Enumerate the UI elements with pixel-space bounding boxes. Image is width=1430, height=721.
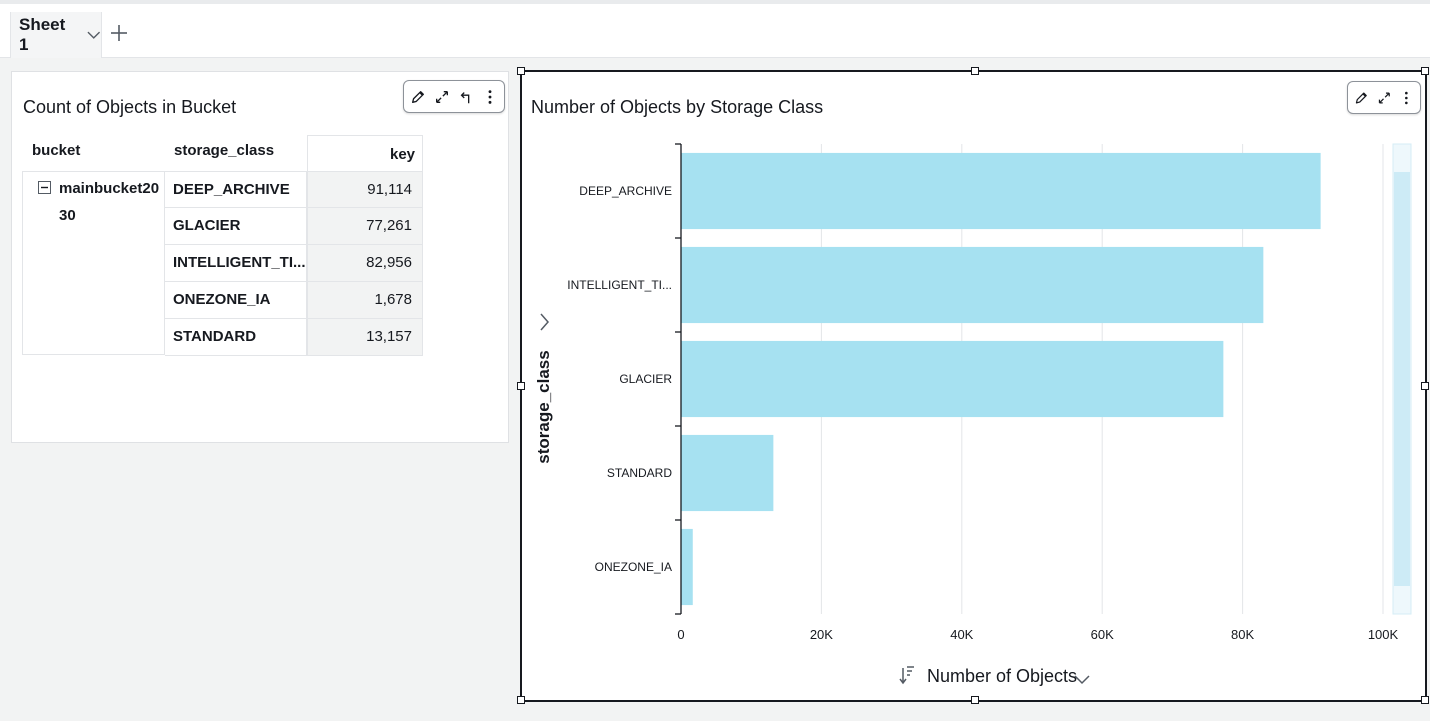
- key-value-text: 77,261: [366, 217, 412, 234]
- drill-up-icon[interactable]: [458, 88, 474, 106]
- table-cell-storage-class[interactable]: STANDARD: [165, 319, 307, 356]
- table-cell-key[interactable]: 82,956: [307, 245, 423, 282]
- y-axis-label[interactable]: storage_class: [534, 350, 553, 463]
- bucket-cell: [22, 171, 165, 355]
- key-value-text: 1,678: [374, 291, 412, 308]
- expand-icon[interactable]: [434, 88, 450, 106]
- key-value-text: 91,114: [367, 181, 412, 198]
- bar: [681, 152, 1321, 230]
- chevron-down-icon[interactable]: [1074, 675, 1090, 685]
- table-cell-key[interactable]: 1,678: [307, 282, 423, 319]
- resize-handle-br[interactable]: [1421, 696, 1429, 704]
- resize-handle-tr[interactable]: [1421, 67, 1429, 75]
- pivot-table: bucket storage_class key mainbucket20 30…: [12, 72, 508, 442]
- x-tick-label: 40K: [950, 627, 973, 642]
- column-header-storage-class[interactable]: storage_class: [174, 142, 275, 159]
- x-axis-label[interactable]: Number of Objects: [927, 666, 1077, 686]
- bar-chart-visual[interactable]: Number of Objects by Storage Class 0 20K 4…: [517, 67, 1429, 704]
- top-border: [0, 0, 1430, 4]
- table-visual[interactable]: Count of Objects in Bucket bucket storag…: [11, 71, 509, 443]
- chevron-down-icon[interactable]: [86, 27, 101, 43]
- x-tick-label: 100K: [1368, 627, 1399, 642]
- resize-handle-bl[interactable]: [517, 696, 525, 704]
- table-cell-key[interactable]: 77,261: [307, 208, 423, 245]
- visual-toolbar: [403, 80, 505, 113]
- edit-pencil-icon[interactable]: [410, 88, 426, 106]
- y-tick-label: ONEZONE_IA: [595, 560, 672, 574]
- column-header-bucket[interactable]: bucket: [32, 142, 81, 159]
- key-value-text: 13,157: [366, 328, 412, 345]
- y-tick-label: GLACIER: [619, 372, 672, 386]
- x-tick-label: 0: [677, 627, 684, 642]
- table-cell-key[interactable]: 13,157: [307, 319, 423, 356]
- table-cell-key[interactable]: 91,114: [307, 171, 423, 208]
- table-cell-storage-class[interactable]: GLACIER: [165, 208, 307, 245]
- y-tick-label: DEEP_ARCHIVE: [579, 184, 672, 198]
- resize-handle-tl[interactable]: [517, 67, 525, 75]
- table-cell-storage-class[interactable]: ONEZONE_IA: [165, 282, 307, 319]
- x-tick-label: 80K: [1231, 627, 1254, 642]
- x-tick-label: 20K: [810, 627, 833, 642]
- storage-class-text: STANDARD: [173, 328, 257, 345]
- key-header-cell: [307, 135, 423, 172]
- sort-descending-icon[interactable]: [899, 666, 914, 685]
- add-sheet-icon[interactable]: [108, 22, 130, 44]
- visual-toolbar: [1347, 81, 1421, 114]
- chart-scrollbar[interactable]: [1392, 143, 1412, 615]
- bar: [681, 340, 1224, 418]
- resize-handle-ml[interactable]: [517, 382, 525, 390]
- expand-icon[interactable]: [1377, 89, 1392, 107]
- table-cell-storage-class[interactable]: INTELLIGENT_TI...: [165, 245, 307, 282]
- tab-sheet-1[interactable]: Sheet 1: [10, 12, 102, 58]
- bar-layer: [681, 152, 1321, 606]
- visual-title: Number of Objects by Storage Class: [531, 97, 824, 117]
- storage-class-text: DEEP_ARCHIVE: [173, 181, 290, 198]
- bar-chart: 0 20K 40K 60K 80K 100K DEEP_ARCHIVE INTELLIGENT…: [534, 143, 1412, 686]
- chevron-right-icon[interactable]: [540, 313, 549, 331]
- bucket-name: mainbucket20: [59, 180, 160, 197]
- edit-pencil-icon[interactable]: [1354, 89, 1369, 107]
- resize-handle-bm[interactable]: [971, 696, 979, 704]
- resize-handle-tm[interactable]: [971, 67, 979, 75]
- more-options-icon[interactable]: [1399, 89, 1414, 107]
- axis-layer: 0 20K 40K 60K 80K 100K DEEP_ARCHIVE INTELLIGENT…: [567, 143, 1399, 642]
- resize-handle-mr[interactable]: [1421, 382, 1429, 390]
- tab-label: Sheet 1: [19, 15, 66, 54]
- bar: [681, 528, 693, 606]
- key-value-text: 82,956: [366, 254, 412, 271]
- bar: [681, 434, 774, 512]
- column-header-key[interactable]: key: [390, 146, 416, 163]
- storage-class-text: ONEZONE_IA: [173, 291, 271, 308]
- sheet-tab-bar: Sheet 1: [0, 4, 1430, 58]
- collapse-icon[interactable]: [38, 181, 51, 194]
- visual-title: Count of Objects in Bucket: [23, 97, 237, 117]
- bucket-name-wrap: 30: [59, 207, 76, 224]
- x-tick-label: 60K: [1091, 627, 1114, 642]
- y-tick-label: INTELLIGENT_TI...: [567, 278, 672, 292]
- more-options-icon[interactable]: [482, 88, 498, 106]
- y-tick-label: STANDARD: [607, 466, 672, 480]
- table-cell-storage-class[interactable]: DEEP_ARCHIVE: [165, 171, 307, 208]
- storage-class-text: INTELLIGENT_TI...: [173, 254, 306, 271]
- storage-class-text: GLACIER: [173, 217, 241, 234]
- bar: [681, 246, 1264, 324]
